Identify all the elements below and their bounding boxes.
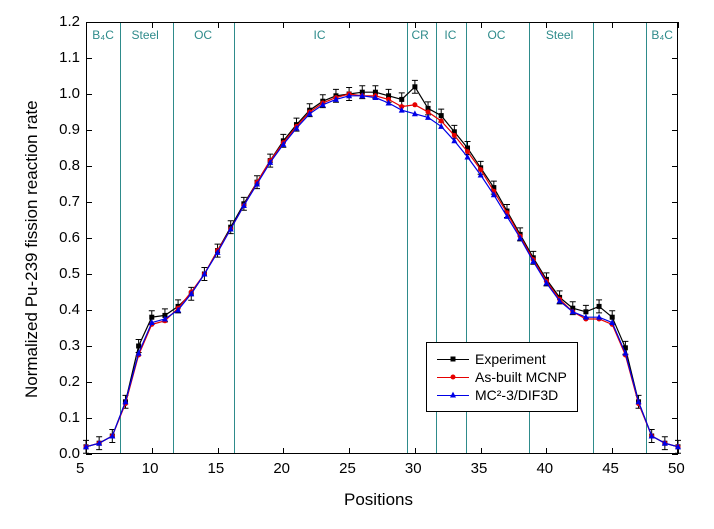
series-marker [412, 84, 417, 89]
series-marker [583, 309, 588, 314]
series-marker [149, 315, 154, 320]
series-layer [0, 0, 714, 529]
series-marker [465, 149, 470, 154]
series-marker [452, 133, 457, 138]
series-marker [439, 113, 444, 118]
series-marker [439, 119, 444, 124]
figure-container: Normalized Pu-239 fission reaction rate … [0, 0, 714, 529]
series-marker [597, 304, 602, 309]
series-marker [478, 167, 483, 172]
series-marker [610, 315, 615, 320]
series-marker [412, 102, 417, 107]
series-line-mc-3-dif3d [86, 96, 678, 447]
series-line-as-built-mcnp [86, 94, 678, 447]
series-marker [399, 97, 404, 102]
series-marker [426, 110, 431, 115]
series-line-experiment [86, 87, 678, 447]
